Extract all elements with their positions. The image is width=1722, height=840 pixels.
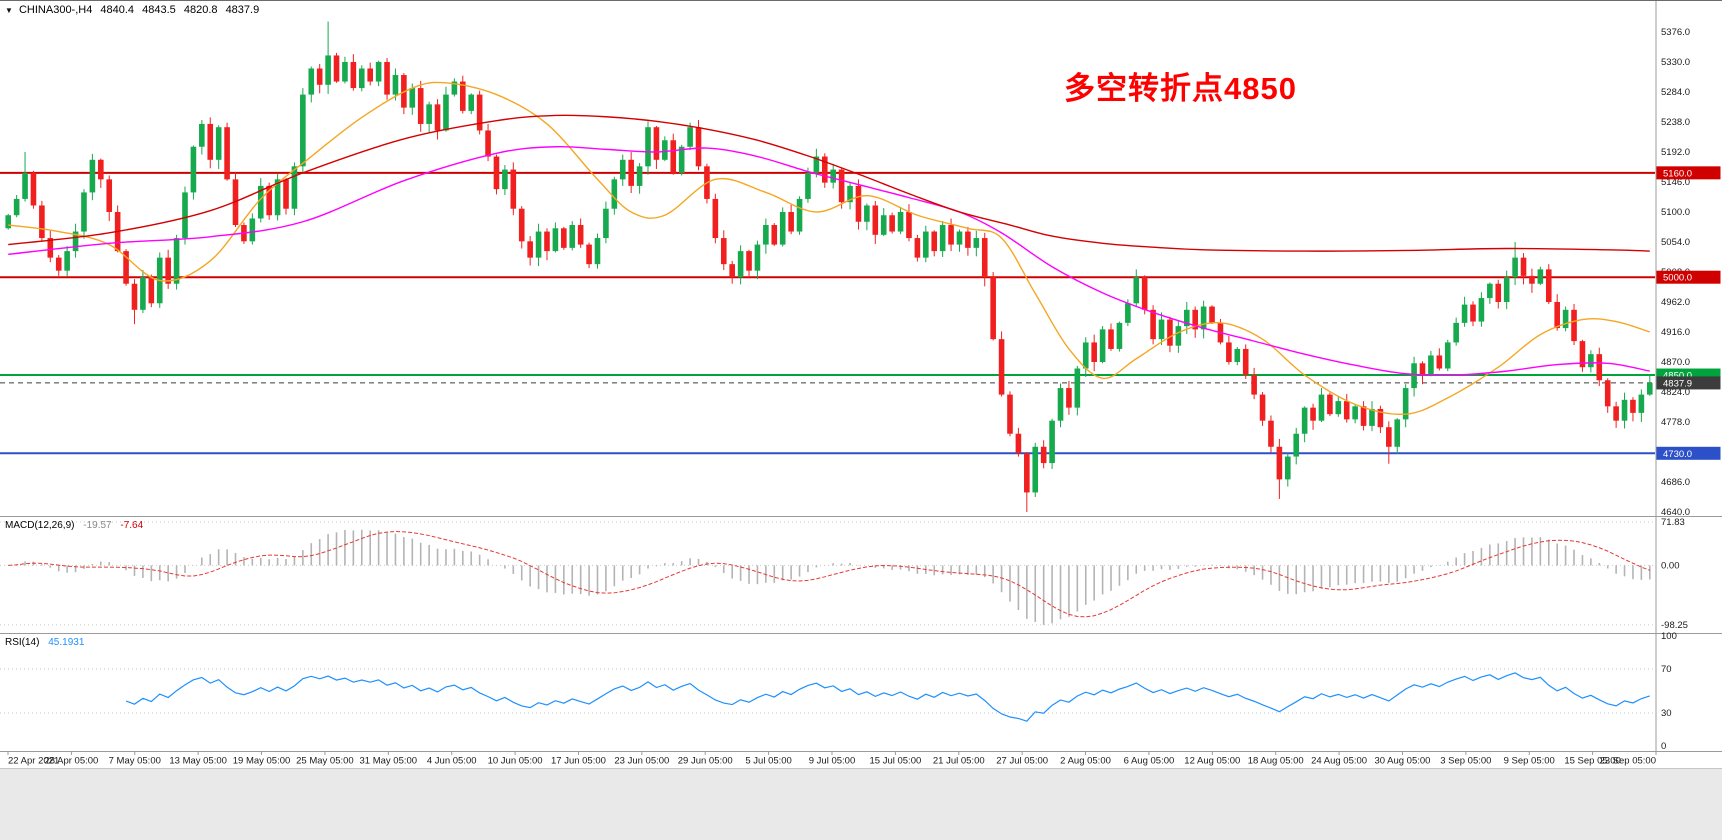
svg-text:5 Jul 05:00: 5 Jul 05:00 <box>745 756 791 767</box>
ohlc-open: 4840.4 <box>100 4 135 16</box>
ohlc-low: 4820.8 <box>183 4 218 16</box>
symbol-info: ▼ CHINA300-,H4 4840.4 4843.5 4820.8 4837… <box>5 4 259 16</box>
svg-text:27 Jul 05:00: 27 Jul 05:00 <box>996 756 1048 767</box>
svg-text:4870.0: 4870.0 <box>1661 357 1690 368</box>
svg-text:4778.0: 4778.0 <box>1661 417 1690 428</box>
svg-text:13 May 05:00: 13 May 05:00 <box>169 756 227 767</box>
trend-annotation: 多空转折点4850 <box>1064 71 1297 106</box>
svg-text:21 Jul 05:00: 21 Jul 05:00 <box>933 756 985 767</box>
svg-text:5146.0: 5146.0 <box>1661 177 1690 188</box>
svg-text:24 Aug 05:00: 24 Aug 05:00 <box>1311 756 1367 767</box>
price-axis[interactable]: 5376.0 5330.0 5284.0 5238.0 5192.0 5146.0 5100… <box>1656 27 1721 518</box>
svg-text:5330.0: 5330.0 <box>1661 57 1690 68</box>
svg-text:30 Aug 05:00: 30 Aug 05:00 <box>1374 756 1430 767</box>
candlesticks[interactable] <box>5 21 1653 512</box>
panel-frame <box>0 1 1722 752</box>
svg-text:7 May 05:00: 7 May 05:00 <box>109 756 161 767</box>
svg-text:2 Aug 05:00: 2 Aug 05:00 <box>1060 756 1111 767</box>
svg-text:0.00: 0.00 <box>1661 560 1680 571</box>
svg-text:5000.0: 5000.0 <box>1663 273 1692 284</box>
svg-text:18 Aug 05:00: 18 Aug 05:00 <box>1248 756 1304 767</box>
svg-text:0: 0 <box>1661 741 1666 752</box>
svg-text:31 May 05:00: 31 May 05:00 <box>360 756 418 767</box>
svg-text:4640.0: 4640.0 <box>1661 507 1690 518</box>
svg-text:17 Jun 05:00: 17 Jun 05:00 <box>551 756 606 767</box>
svg-text:9 Jul 05:00: 9 Jul 05:00 <box>809 756 855 767</box>
macd-panel[interactable]: 71.83 0.00 -98.25 <box>0 517 1688 631</box>
macd-indicator-label: MACD(12,26,9) -19.57 -7.64 <box>5 520 143 531</box>
macd-main-value: -19.57 <box>83 520 112 531</box>
svg-text:-98.25: -98.25 <box>1661 620 1688 631</box>
svg-text:4837.9: 4837.9 <box>1663 378 1692 389</box>
svg-text:5238.0: 5238.0 <box>1661 117 1690 128</box>
svg-text:3 Sep 05:00: 3 Sep 05:00 <box>1440 756 1491 767</box>
svg-text:4916.0: 4916.0 <box>1661 327 1690 338</box>
ma-mid-line <box>8 145 1650 376</box>
macd-signal-value: -7.64 <box>120 520 144 531</box>
rsi-value: 45.1931 <box>48 637 85 648</box>
svg-text:22 Apr 2021: 22 Apr 2021 <box>8 756 59 767</box>
svg-text:12 Aug 05:00: 12 Aug 05:00 <box>1184 756 1240 767</box>
rsi-name: RSI(14) <box>5 637 40 648</box>
ohlc-high: 4843.5 <box>142 4 176 16</box>
svg-text:9 Sep 05:00: 9 Sep 05:00 <box>1504 756 1555 767</box>
svg-text:5160.0: 5160.0 <box>1663 168 1692 179</box>
svg-text:4686.0: 4686.0 <box>1661 477 1690 488</box>
svg-text:10 Jun 05:00: 10 Jun 05:00 <box>488 756 543 767</box>
svg-text:25 May 05:00: 25 May 05:00 <box>296 756 354 767</box>
svg-text:30: 30 <box>1661 708 1672 719</box>
window-bottom-area <box>0 768 1722 840</box>
symbol-period-label: CHINA300-,H4 <box>18 4 93 16</box>
svg-text:29 Jun 05:00: 29 Jun 05:00 <box>678 756 733 767</box>
svg-text:15 Jul 05:00: 15 Jul 05:00 <box>870 756 922 767</box>
ohlc-close: 4837.9 <box>225 4 260 16</box>
svg-text:4 Jun 05:00: 4 Jun 05:00 <box>427 756 477 767</box>
svg-text:5100.0: 5100.0 <box>1661 207 1690 218</box>
rsi-indicator-label: RSI(14) 45.1931 <box>5 637 84 648</box>
svg-text:19 May 05:00: 19 May 05:00 <box>233 756 291 767</box>
svg-text:70: 70 <box>1661 664 1672 675</box>
svg-text:5284.0: 5284.0 <box>1661 87 1690 98</box>
svg-text:5054.0: 5054.0 <box>1661 237 1690 248</box>
svg-text:23 Jun 05:00: 23 Jun 05:00 <box>614 756 669 767</box>
chart-canvas[interactable]: 5376.0 5330.0 5284.0 5238.0 5192.0 5146.0 5100… <box>0 1 1722 767</box>
ma-slow-line <box>8 114 1650 252</box>
svg-text:15 Sep 05:00: 15 Sep 05:00 <box>1564 756 1621 767</box>
svg-text:6 Aug 05:00: 6 Aug 05:00 <box>1124 756 1175 767</box>
svg-text:23 Sep 05:00: 23 Sep 05:00 <box>1599 756 1656 767</box>
svg-text:4730.0: 4730.0 <box>1663 449 1692 460</box>
svg-text:100: 100 <box>1661 631 1677 642</box>
ma-fast-line <box>8 81 1650 416</box>
svg-text:4962.0: 4962.0 <box>1661 297 1690 308</box>
macd-name: MACD(12,26,9) <box>5 520 75 531</box>
svg-text:71.83: 71.83 <box>1661 517 1685 528</box>
svg-text:5192.0: 5192.0 <box>1661 147 1690 158</box>
one-click-trading-arrow-icon[interactable]: ▼ <box>5 6 13 15</box>
svg-text:4824.0: 4824.0 <box>1661 387 1690 398</box>
svg-text:5376.0: 5376.0 <box>1661 27 1690 38</box>
svg-text:28 Apr 05:00: 28 Apr 05:00 <box>44 756 98 767</box>
svg-text:4850.0: 4850.0 <box>1663 371 1692 382</box>
rsi-panel[interactable]: 100 70 30 0 <box>0 631 1677 752</box>
